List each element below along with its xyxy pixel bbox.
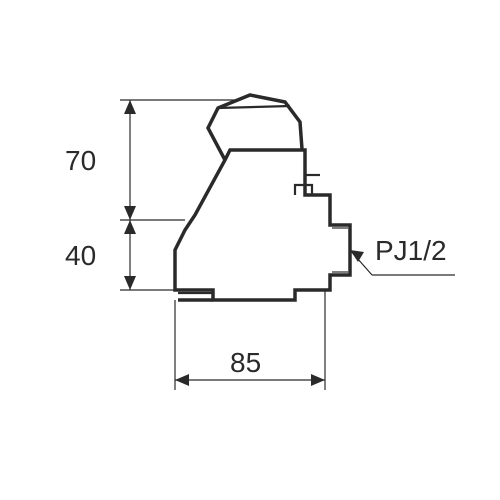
dim-40: 40 [65,240,96,271]
dim-70: 70 [65,145,96,176]
dimension-drawing: 70 40 85 PJ1/2 [0,0,500,500]
dim-horizontal-group: 85 [175,290,325,390]
dim-85: 85 [230,347,261,378]
part-outline [175,95,350,300]
thread-label-group: PJ1/2 [350,235,455,275]
dim-vertical-group: 70 40 [65,100,240,290]
thread-label: PJ1/2 [375,235,447,266]
